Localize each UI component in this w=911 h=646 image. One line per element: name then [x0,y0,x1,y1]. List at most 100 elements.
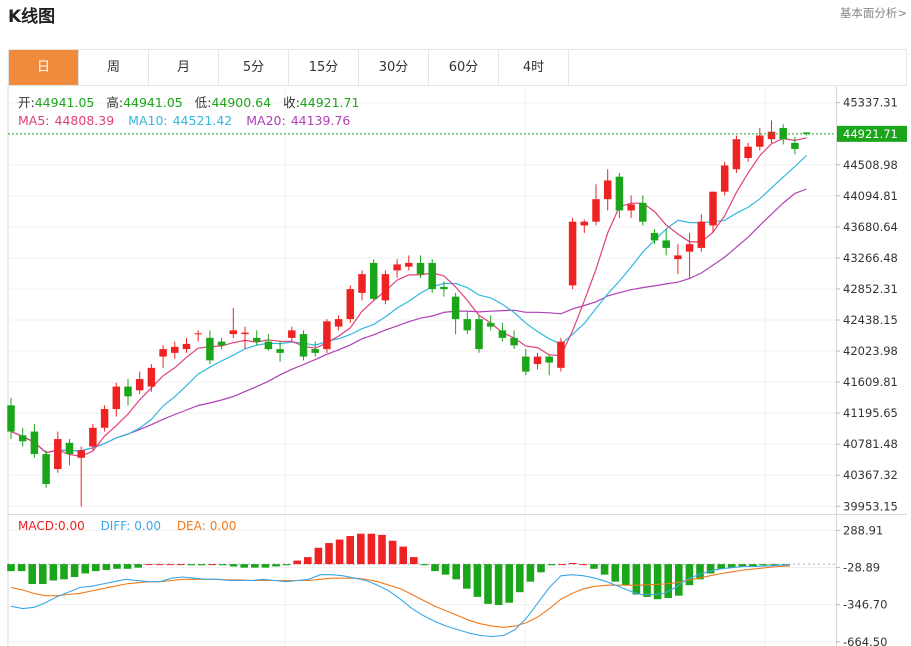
close-value: 44921.71 [300,95,360,110]
candle-down [18,435,27,442]
macd-bar-negative [611,564,619,582]
macd-bar-positive [335,539,344,565]
period-tabs: 日 周 月 5分 15分 30分 60分 4时 [8,49,907,86]
tab-month[interactable]: 月 [149,50,219,85]
candle-up [405,262,413,267]
tab-60min[interactable]: 60分 [429,50,499,85]
macd-bar-negative [664,564,672,599]
tab-30min[interactable]: 30分 [359,50,429,85]
candle-down [639,202,647,222]
tab-5min[interactable]: 5分 [219,50,289,85]
macd-bar-negative [261,564,270,568]
macd-bar-negative [420,564,429,566]
ma10-line [10,154,808,454]
tab-15min[interactable]: 15分 [289,50,359,85]
tab-day[interactable]: 日 [9,50,79,85]
candle-up [697,221,706,248]
macd-bar-positive [558,564,566,566]
price-tick-label: 43680.64 [843,220,898,234]
candle-down [428,262,436,290]
macd-bar-negative [675,564,683,596]
price-tick-label: 40781.48 [843,437,898,451]
macd-bar-negative [759,564,768,566]
candle-up [241,332,249,335]
tab-4hour[interactable]: 4时 [499,50,569,85]
current-price-group: 44921.71 [8,125,907,142]
macd-bar-negative [452,564,460,580]
macd-bar-negative [282,564,291,566]
candle-up [77,450,85,458]
macd-bar-positive [569,562,577,565]
macd-bar-positive [176,564,185,566]
candle-down [7,405,15,432]
macd-bar-positive [346,536,354,565]
candle-down [299,334,308,357]
macd-bar-negative [187,564,195,566]
macd-bar-negative [240,564,248,568]
candle-down [311,349,319,353]
candle-up [54,439,62,470]
candle-up [381,274,390,301]
macd-bar-negative [505,564,513,603]
candle-down [486,322,495,327]
ma20-line-group [10,188,807,454]
candle-down [264,341,273,350]
macd-bar-negative [7,564,15,572]
candle-down [451,296,460,320]
ma-readout: MA5: 44808.39 MA10: 44521.42 MA20: 44139.76 [18,113,350,128]
macd-readout: MACD:0.00 DIFF: 0.00 DEA: 0.00 [18,519,236,533]
candle-up [756,135,764,147]
candle-up [720,165,729,192]
price-tick-label: 40367.32 [843,468,898,482]
tab-week[interactable]: 周 [79,50,149,85]
candle-up [334,319,343,327]
macd-tick-label: -664.50 [843,635,887,646]
macd-bar-negative [473,564,482,597]
macd-bar-negative [49,564,58,581]
macd-bar-positive [357,533,365,565]
open-value: 44941.05 [35,95,95,110]
macd-bar-negative [463,564,471,589]
candle-up [744,146,752,158]
macd-bar-positive [293,560,301,565]
candle-down [475,319,483,350]
candle-up [100,409,109,428]
candle-down [30,431,39,455]
candle-down [276,349,284,353]
candle-up [674,255,682,260]
candle-down [650,232,659,241]
dea-line [10,565,791,628]
candle-up [159,349,167,357]
macd-bar-positive [367,533,376,565]
fundamental-analysis-link[interactable]: 基本面分析> [839,6,907,20]
macd-tick-label: -346.70 [843,598,887,612]
candle-up [592,199,600,222]
ohlc-readout: 开:44941.05 高:44941.05 低:44900.64 收:44921… [18,95,359,110]
macd-bar-positive [208,564,217,566]
ma5-line-group [10,137,807,457]
candle-down [440,286,448,290]
macd-bar-negative [123,564,132,569]
macd-bar-positive [579,564,588,566]
macd-bar-negative [484,564,492,604]
macd-bar-positive [388,540,397,565]
macd-bar-positive [399,546,407,565]
macd-bar-negative [516,564,524,593]
candle-up [112,386,121,410]
macd-histogram [7,533,836,606]
macd-bar-negative [272,564,280,567]
candle-down [42,454,50,485]
price-axis-ticks: 45337.31 44508.98 44094.81 43680.64 43266.48… [836,96,898,513]
macd-bar-negative [102,564,111,570]
page-title: K线图 [8,7,56,27]
candle-down [662,240,670,248]
ma10-line-group [10,154,808,454]
price-tick-label: 41195.65 [843,406,898,420]
macd-bar-negative [229,564,238,567]
macd-bar-negative [70,564,79,577]
macd-bar-negative [60,564,68,580]
candle-up [580,221,589,226]
diff-value: 0.00 [134,519,161,533]
macd-bar-negative [537,564,545,573]
candle-up [135,379,144,391]
